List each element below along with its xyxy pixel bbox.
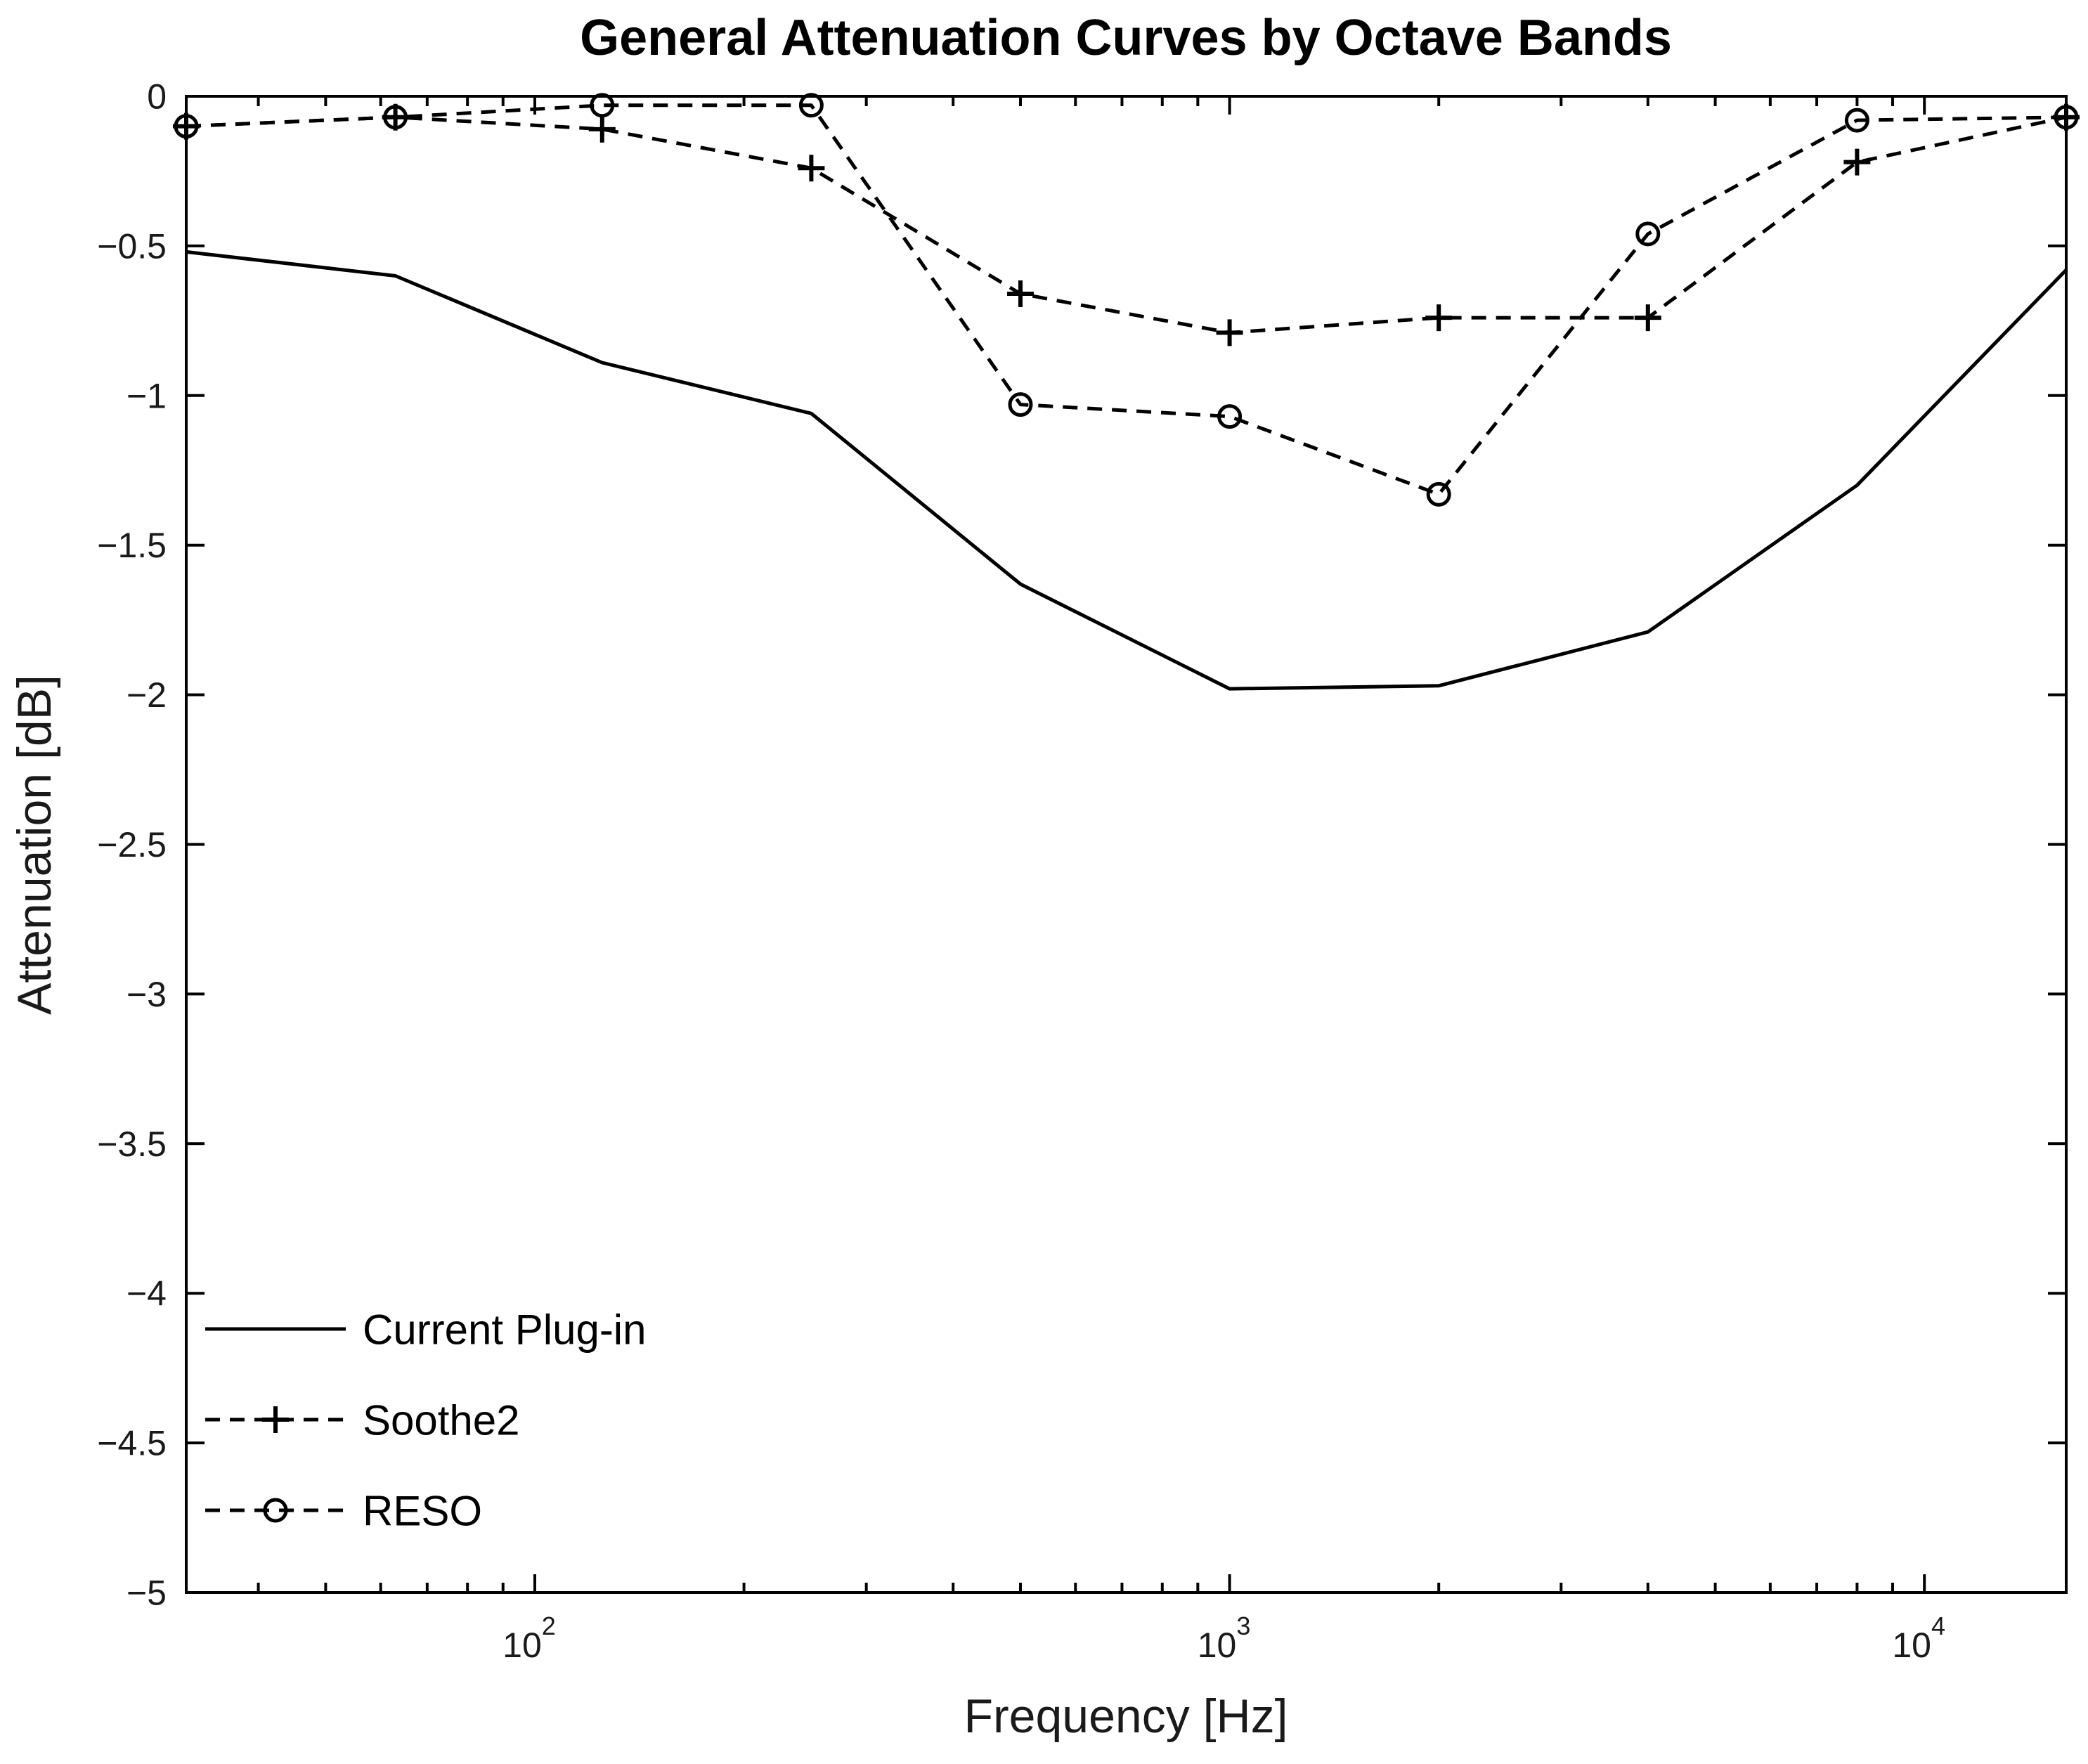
y-tick-label: −3.5: [97, 1124, 167, 1164]
y-tick-label: −4.5: [97, 1424, 167, 1463]
x-tick-label: 104: [1892, 1611, 1945, 1665]
plus-marker: [1843, 148, 1871, 176]
series-line: [186, 249, 2068, 691]
y-tick-label: −3: [127, 975, 167, 1014]
x-axis-label: Frequency [Hz]: [964, 1690, 1288, 1743]
circle-marker: [174, 114, 199, 139]
series-line: [186, 103, 2067, 496]
plus-marker: [1216, 319, 1243, 346]
circle-marker: [1217, 404, 1243, 429]
circle-marker: [1635, 221, 1661, 247]
y-axis-label: Attenuation [dB]: [8, 675, 61, 1015]
circle-marker: [1008, 392, 1033, 417]
x-tick-label: 102: [502, 1611, 556, 1665]
y-tick-label: −2: [127, 675, 167, 715]
plot-frame: [185, 95, 2068, 1594]
legend-label: Soothe2: [363, 1397, 520, 1444]
plus-marker: [1634, 304, 1661, 332]
y-tick-label: −0.5: [97, 226, 167, 266]
y-tick-label: −4: [127, 1274, 167, 1314]
circle-marker: [263, 1498, 288, 1523]
legend-label: RESO: [363, 1488, 482, 1535]
circle-marker: [798, 93, 824, 118]
legend-entry-reso: RESO: [205, 1488, 482, 1535]
circle-marker: [1426, 481, 1451, 507]
y-tick-label: −1: [127, 376, 167, 415]
legend: Current Plug-in Soothe2 RESO: [205, 1306, 647, 1535]
circle-marker: [590, 93, 615, 118]
y-tick-label: 0: [147, 77, 167, 117]
series-current-plug-in: [186, 249, 2068, 691]
circle-marker: [2054, 105, 2079, 130]
chart-title: General Attenuation Curves by Octave Ban…: [580, 10, 1672, 66]
series-soothe2: [173, 103, 2080, 346]
series-line: [186, 115, 2067, 335]
legend-label: Current Plug-in: [363, 1306, 647, 1354]
series-reso: [174, 93, 2079, 507]
circle-marker: [1844, 108, 1869, 133]
plus-marker: [1006, 280, 1034, 308]
legend-entry-current-plug-in: Current Plug-in: [205, 1306, 647, 1354]
circle-marker: [383, 105, 408, 130]
x-tick-label: 103: [1198, 1611, 1251, 1665]
plus-marker: [798, 155, 825, 182]
plus-marker: [588, 115, 616, 143]
plus-marker: [262, 1406, 289, 1433]
legend-entry-soothe2: Soothe2: [205, 1397, 520, 1444]
y-tick-label: −5: [127, 1574, 167, 1613]
axes-frame-and-ticks: 102 103 104 0 −0.5 −1 −1.5 −2 −2.5 −3 −3.5 −4 −4.5 −5: [97, 77, 2068, 1665]
y-tick-label: −2.5: [97, 825, 167, 864]
y-tick-label: −1.5: [97, 526, 167, 565]
data-series: [173, 93, 2080, 691]
plus-marker: [1425, 304, 1453, 332]
